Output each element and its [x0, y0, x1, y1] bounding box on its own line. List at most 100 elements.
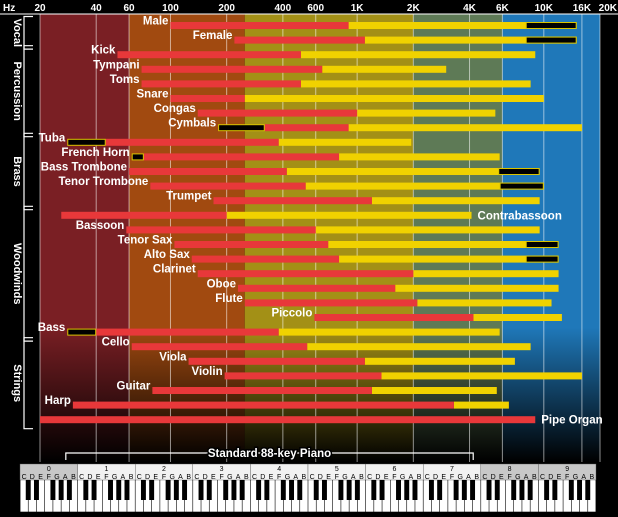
harmonics-bar [300, 51, 536, 59]
black-key [354, 480, 360, 500]
black-key [58, 480, 64, 500]
note-letter: C [137, 474, 142, 481]
instrument-label: Contrabassoon [478, 210, 562, 222]
instrument-label: Piccolo [271, 308, 312, 320]
harmonics-bar [339, 153, 500, 161]
fundamental-bar [197, 109, 358, 117]
harmonics-bar [453, 401, 509, 409]
note-letter: E [96, 474, 101, 481]
note-letter: G [285, 474, 290, 481]
harmonics-bar [364, 36, 577, 44]
octave-cell [538, 463, 597, 481]
black-key [289, 480, 295, 500]
note-letter: G [112, 474, 117, 481]
instrument-label: Alto Sax [144, 249, 191, 261]
instrument-label: Tenor Sax [118, 235, 173, 247]
instrument-labels: Male Female Kick Tympani Toms Snare Congas Cymb… [38, 16, 603, 427]
fundamental-bar [126, 226, 316, 234]
fundamental-bar [141, 65, 323, 73]
extended-range-bar [525, 241, 559, 248]
instrument-label: Viola [159, 351, 187, 363]
instrument-label: Tenor Trombone [58, 176, 148, 188]
note-letter: C [425, 474, 430, 481]
note-letter: C [79, 474, 84, 481]
note-letter: D [87, 474, 92, 481]
instrument-label: Tuba [39, 132, 66, 144]
fundamental-bar [244, 299, 418, 307]
black-key [437, 480, 443, 500]
fundamental-bar [150, 182, 306, 190]
octave-number: 4 [277, 466, 281, 473]
note-letter: B [302, 474, 307, 481]
black-key [470, 480, 476, 500]
black-key [379, 480, 385, 500]
note-letter: A [351, 474, 356, 481]
note-letter: F [450, 474, 454, 481]
tick-label: 2K [407, 3, 421, 14]
extended-range-bar [67, 328, 97, 336]
black-key [577, 480, 583, 500]
group-label: Woodwinds [11, 243, 23, 305]
fundamental-bar [224, 372, 382, 380]
note-letter: G [515, 474, 520, 481]
frequency-bands [40, 14, 600, 462]
black-key [453, 480, 459, 500]
extended-range-bar [131, 153, 144, 161]
note-letter: F [162, 474, 166, 481]
black-key [108, 480, 113, 500]
harmonics-bar [278, 138, 412, 146]
octave-number: 2 [162, 466, 166, 473]
octave-number: 3 [220, 466, 224, 473]
instrument-label: Kick [91, 45, 116, 57]
harmonics-bar [357, 109, 496, 117]
fundamental-bar [174, 241, 329, 248]
octave-number: 0 [47, 466, 51, 473]
note-letter: A [121, 474, 126, 481]
note-letter: C [367, 474, 372, 481]
group-bracket [23, 132, 33, 211]
black-key [149, 480, 155, 500]
harmonics-bar [286, 168, 540, 175]
note-letter: E [326, 474, 331, 481]
octave-number: 8 [508, 466, 512, 473]
instrument-label: Bass Trombone [41, 162, 127, 174]
black-key [494, 480, 500, 500]
harmonics-bar [300, 80, 531, 88]
tick-label: 1K [351, 3, 365, 14]
instrument-label: Bassoon [76, 220, 125, 232]
harmonics-bar [315, 226, 540, 234]
black-key [461, 480, 467, 500]
black-key [83, 480, 89, 500]
note-letter: G [400, 474, 405, 481]
black-key [585, 480, 591, 500]
fundamental-bar [237, 284, 396, 292]
black-key [321, 480, 327, 500]
black-key [412, 480, 418, 500]
note-letter: A [63, 474, 68, 481]
tick-label: 400 [275, 3, 292, 14]
group-bracket [23, 15, 33, 50]
black-key [239, 480, 245, 500]
black-key [552, 480, 558, 500]
harmonics-bar [322, 65, 447, 73]
note-letter: A [293, 474, 298, 481]
instrument-label: Harp [45, 395, 71, 407]
note-letter: F [219, 474, 223, 481]
tick-label: 200 [218, 3, 235, 14]
black-key [544, 480, 550, 500]
instrument-label: Congas [154, 103, 196, 115]
note-letter: G [227, 474, 232, 481]
note-letter: F [47, 474, 51, 481]
harmonics-bar [348, 124, 582, 132]
harmonics-bar [339, 255, 559, 263]
fundamental-bar [129, 168, 287, 175]
harmonics-bar [328, 241, 559, 248]
extended-range-bar [499, 182, 544, 190]
instrument-label: Toms [110, 74, 140, 86]
instrument-label: Clarinet [153, 264, 196, 276]
fundamental-bar [96, 328, 279, 336]
black-key [223, 480, 229, 500]
black-key [486, 480, 492, 500]
octave-number: 1 [104, 466, 108, 473]
